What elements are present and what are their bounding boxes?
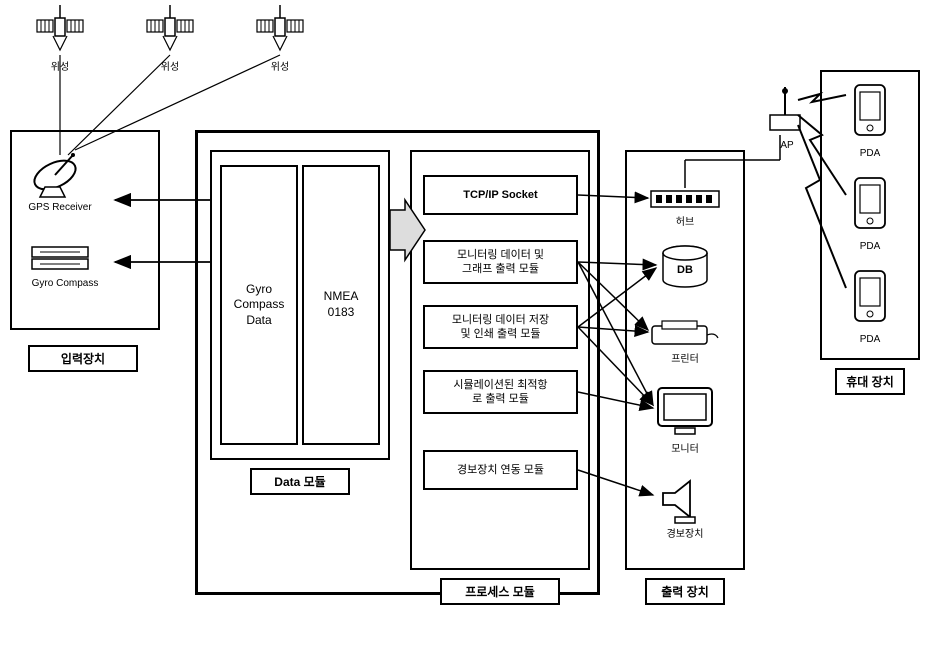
satellite-label-1: 위성 [45, 58, 75, 73]
output-panel-title: 출력 장치 [645, 578, 725, 605]
proc-alarm: 경보장치 연동 모듈 [423, 450, 578, 490]
proc-tcpip: TCP/IP Socket [423, 175, 578, 215]
pda-icon-1 [850, 82, 890, 152]
satellite-label-2: 위성 [155, 58, 185, 73]
alarm-label: 경보장치 [650, 525, 720, 540]
input-panel-title: 입력장치 [28, 345, 138, 372]
pda-icon-2 [850, 175, 890, 245]
process-module-title: 프로세스 모듈 [440, 578, 560, 605]
gyro-compass-label: Gyro Compass [20, 278, 110, 289]
gps-receiver-label: GPS Receiver [20, 202, 100, 213]
db-icon: DB [660, 245, 710, 295]
ap-label: AP [772, 140, 802, 151]
hub-label: 허브 [665, 213, 705, 228]
satellite-label-3: 위성 [265, 58, 295, 73]
ap-icon [765, 85, 805, 145]
proc-monitor-graph: 모니터링 데이터 및 그래프 출력 모듈 [423, 240, 578, 284]
svg-text:DB: DB [677, 264, 693, 276]
gps-receiver-icon [25, 145, 95, 200]
proc-simulation: 시뮬레이션된 최적항 로 출력 모듈 [423, 370, 578, 414]
pda-label-2: PDA [855, 241, 885, 252]
monitor-label: 모니터 [660, 440, 710, 455]
pda-icon-3 [850, 268, 890, 338]
printer-label: 프린터 [660, 350, 710, 365]
alarm-icon [655, 475, 715, 530]
nmea-box: NMEA 0183 [302, 165, 380, 445]
monitor-icon [655, 385, 715, 445]
proc-save-print: 모니터링 데이터 저장 및 인쇄 출력 모듈 [423, 305, 578, 349]
mobile-panel-title: 휴대 장치 [835, 368, 905, 395]
gyro-data-box: Gyro Compass Data [220, 165, 298, 445]
pda-label-3: PDA [855, 334, 885, 345]
satellite-icon-1 [35, 0, 85, 65]
pda-label-1: PDA [855, 148, 885, 159]
satellite-icon-2 [145, 0, 195, 65]
data-module-title: Data 모듈 [250, 468, 350, 495]
satellite-icon-3 [255, 0, 305, 65]
gyro-compass-icon [30, 245, 90, 275]
